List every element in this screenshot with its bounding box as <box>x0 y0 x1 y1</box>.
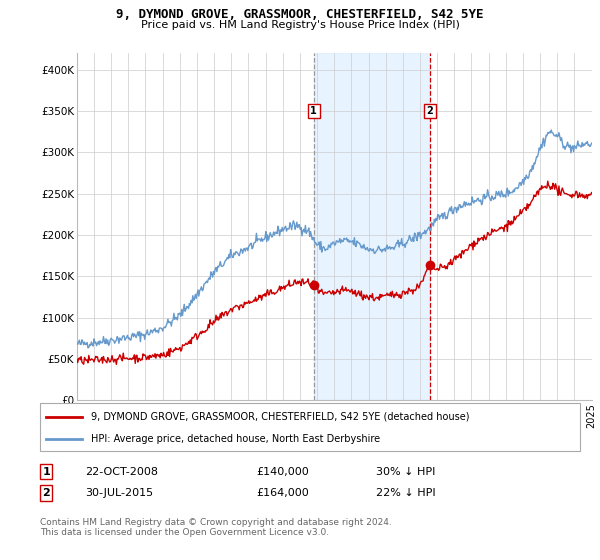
Text: HPI: Average price, detached house, North East Derbyshire: HPI: Average price, detached house, Nort… <box>91 434 380 444</box>
Text: 1: 1 <box>42 466 50 477</box>
Text: 2: 2 <box>427 106 433 116</box>
Text: 9, DYMOND GROVE, GRASSMOOR, CHESTERFIELD, S42 5YE (detached house): 9, DYMOND GROVE, GRASSMOOR, CHESTERFIELD… <box>91 412 470 422</box>
Text: £164,000: £164,000 <box>256 488 309 498</box>
Text: 22-OCT-2008: 22-OCT-2008 <box>85 466 158 477</box>
Text: Price paid vs. HM Land Registry's House Price Index (HPI): Price paid vs. HM Land Registry's House … <box>140 20 460 30</box>
Text: £140,000: £140,000 <box>256 466 309 477</box>
Text: 2: 2 <box>42 488 50 498</box>
Text: 9, DYMOND GROVE, GRASSMOOR, CHESTERFIELD, S42 5YE: 9, DYMOND GROVE, GRASSMOOR, CHESTERFIELD… <box>116 8 484 21</box>
Text: 30% ↓ HPI: 30% ↓ HPI <box>376 466 436 477</box>
Text: Contains HM Land Registry data © Crown copyright and database right 2024.
This d: Contains HM Land Registry data © Crown c… <box>40 518 392 538</box>
Text: 22% ↓ HPI: 22% ↓ HPI <box>376 488 436 498</box>
Bar <box>314 53 430 400</box>
Text: 30-JUL-2015: 30-JUL-2015 <box>85 488 154 498</box>
Text: 1: 1 <box>310 106 317 116</box>
